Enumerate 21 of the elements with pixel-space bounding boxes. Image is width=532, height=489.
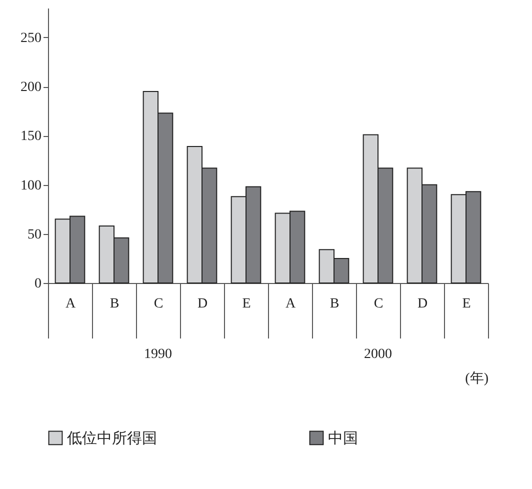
y-tick-label: 250 xyxy=(20,30,42,46)
x-tick-label: C xyxy=(374,296,384,312)
legend-label: 低位中所得国 xyxy=(67,430,157,447)
x-tick-label: B xyxy=(330,296,340,312)
x-tick-label: C xyxy=(154,296,164,312)
legend-label: 中国 xyxy=(328,430,358,447)
y-tick-label: 200 xyxy=(20,80,42,96)
y-tick-label: 50 xyxy=(28,227,42,242)
x-tick-label: B xyxy=(110,296,120,312)
y-tick-label: 100 xyxy=(20,178,42,194)
x-tick-label: A xyxy=(65,296,76,312)
text: 2000 xyxy=(364,347,392,362)
x-tick-label: D xyxy=(417,296,428,312)
text: 1990 xyxy=(144,347,172,362)
x-tick-label: E xyxy=(242,296,251,312)
x-tick-label: D xyxy=(197,296,208,312)
x-tick-label: E xyxy=(462,296,471,312)
x-tick-label: A xyxy=(285,296,296,312)
x-axis-title: (年) xyxy=(465,370,489,386)
y-tick-label: 0 xyxy=(34,276,42,292)
y-tick-label: 150 xyxy=(20,129,42,144)
